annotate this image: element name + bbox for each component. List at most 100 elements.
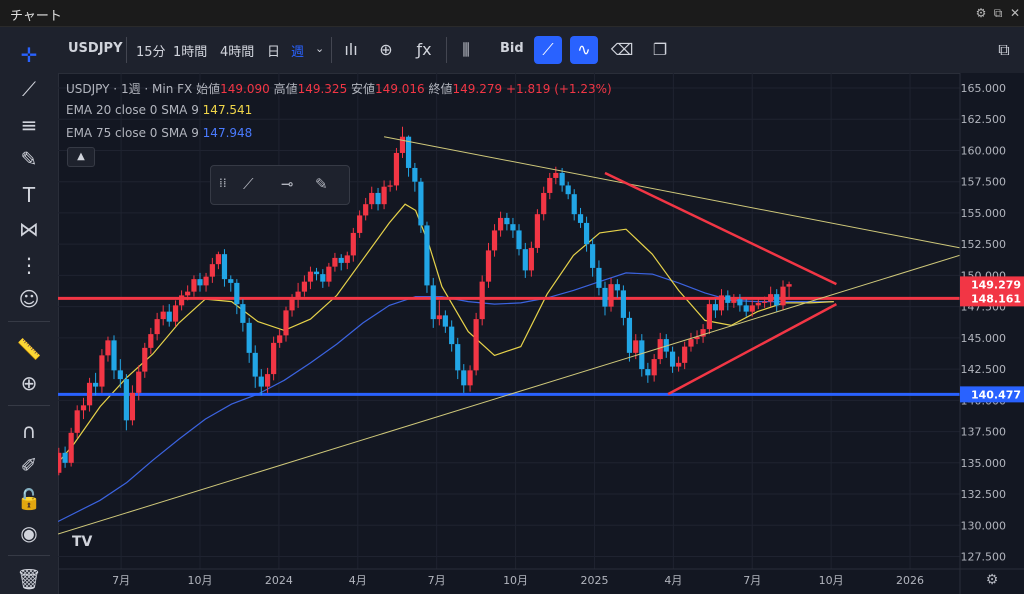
ema75-legend[interactable]: EMA 75 close 0 SMA 9 147.948 [66, 126, 252, 140]
legend-low: 149.016 [375, 82, 425, 96]
candle-body [357, 215, 363, 233]
unlock-icon[interactable]: 🔓 [16, 487, 42, 511]
candle-body [405, 136, 412, 168]
candle-body [467, 370, 473, 386]
candle-body [93, 382, 99, 387]
symbol-button[interactable]: USDJPY [68, 41, 123, 56]
settings-icon[interactable]: ⚙ [975, 6, 987, 20]
candle-body [442, 315, 448, 327]
horizontal-lines [58, 296, 960, 396]
floating-drawing-toolbar: ⁞⁞ ⟋ ⊸ ✎ [210, 165, 350, 205]
price-tick-label: 152.500 [961, 238, 1007, 251]
wave-icon[interactable]: ∿ [570, 36, 598, 64]
candle-body [58, 452, 62, 473]
trend-lines [58, 136, 984, 535]
candle-type-icon[interactable]: ılı [344, 40, 358, 59]
interval-week[interactable]: 週 [291, 45, 305, 60]
price-tick-label: 165.000 [961, 82, 1007, 95]
candle-body [215, 254, 222, 265]
trend-line [667, 303, 837, 396]
price-label-bg [960, 386, 1024, 403]
price-chart[interactable]: 7月 10月 2024 4月 7月 10月 2025 4月 7月 10月 2026 165.000 1… [58, 73, 1024, 594]
candle-body [522, 249, 528, 271]
candle-body [393, 152, 400, 186]
price-tick-label: 155.000 [961, 207, 1007, 220]
legend-high-label: 高値 [273, 82, 298, 96]
candle-body [191, 279, 197, 292]
toolbar-divider [8, 555, 50, 556]
candle-body [123, 379, 129, 421]
trend-line-icon[interactable]: ⟋ [22, 77, 36, 101]
eye-icon[interactable]: ◉ [20, 521, 38, 545]
legend-change: +1.819 (+1.23%) [505, 82, 612, 96]
text-icon[interactable]: T [22, 183, 36, 207]
forecast-icon[interactable]: ⋮ [19, 253, 39, 277]
ruler-icon[interactable]: 📏 [16, 337, 42, 361]
brush-icon[interactable]: ✎ [20, 147, 38, 171]
layout-switch-icon[interactable]: ⧉ [998, 40, 1010, 59]
crosshair-icon[interactable]: ✛ [20, 43, 38, 67]
magnet-icon[interactable]: ∩ [21, 419, 37, 443]
eraser-icon[interactable]: ⌫ [610, 40, 634, 59]
templates-icon[interactable]: ⫼ [462, 40, 470, 59]
candle-body [633, 340, 639, 353]
bid-button[interactable]: Bid [500, 41, 524, 56]
layouts-icon[interactable]: ❐ [652, 40, 668, 59]
lock-drawing-icon[interactable]: ✐ [20, 453, 38, 477]
add-compare-icon[interactable]: ⊕ [379, 40, 393, 59]
candle-body [731, 299, 737, 303]
legend-open-label: 始値 [196, 82, 221, 96]
candle-body [221, 254, 228, 280]
candle-body [99, 355, 105, 387]
candle-body [528, 247, 534, 271]
axis-settings-icon: ⚙ [986, 572, 999, 588]
candle-body [289, 299, 295, 311]
drag-handle-icon[interactable]: ⁞⁞ [219, 176, 227, 190]
ema75-value: 147.948 [202, 126, 253, 140]
candle-body [706, 304, 712, 330]
price-tick-label: 135.000 [961, 457, 1007, 470]
candle-body [313, 271, 320, 275]
pattern-icon[interactable]: ⋈ [19, 217, 39, 241]
fib-retracement-icon[interactable]: ≡ [20, 113, 38, 137]
indicators-icon[interactable]: ƒx [416, 40, 432, 59]
candle-body [688, 339, 694, 347]
legend-collapse-button[interactable]: ▲ [67, 147, 95, 167]
horizontal-ray-icon[interactable]: ⊸ [281, 175, 294, 193]
candle-body [780, 286, 786, 306]
interval-1h[interactable]: 1時間 [173, 45, 208, 60]
interval-15m[interactable]: 15分 [136, 45, 166, 60]
close-icon[interactable]: ✕ [1009, 6, 1021, 20]
trend-line-tool-icon[interactable]: ⟋ [243, 175, 254, 193]
candle-body [142, 347, 148, 372]
time-tick-label: 7月 [112, 574, 130, 587]
candle-body [264, 374, 271, 387]
candle-body [455, 344, 461, 371]
candles [58, 126, 792, 476]
brush-tool-icon[interactable]: ✎ [315, 175, 328, 193]
candle-body [74, 410, 80, 433]
candle-body [676, 362, 682, 367]
candle-body [645, 369, 651, 376]
line-chart-icon[interactable]: ⟋ [534, 36, 562, 64]
candle-body [449, 326, 455, 345]
time-tick-label: 2026 [896, 574, 924, 587]
candle-body [234, 282, 240, 305]
interval-day[interactable]: 日 [267, 45, 281, 60]
price-label-text: 148.161 [971, 292, 1021, 305]
zoom-in-icon[interactable]: ⊕ [20, 371, 38, 395]
popout-icon[interactable]: ⧉ [993, 6, 1003, 20]
price-label-text: 140.477 [971, 388, 1021, 401]
window-title: チャート [10, 9, 62, 24]
candle-body [295, 291, 301, 300]
emoji-icon[interactable]: ☺ [18, 287, 40, 311]
candle-body [240, 304, 246, 323]
chevron-down-icon[interactable]: ⌄ [315, 42, 325, 55]
legend-low-label: 安値 [351, 82, 376, 96]
trash-icon[interactable]: 🗑 [16, 567, 42, 591]
interval-4h[interactable]: 4時間 [220, 45, 255, 60]
candle-body [80, 405, 87, 411]
ema20-legend[interactable]: EMA 20 close 0 SMA 9 147.541 [66, 103, 252, 117]
candle-body [332, 257, 338, 267]
price-tick-label: 137.500 [961, 426, 1007, 439]
